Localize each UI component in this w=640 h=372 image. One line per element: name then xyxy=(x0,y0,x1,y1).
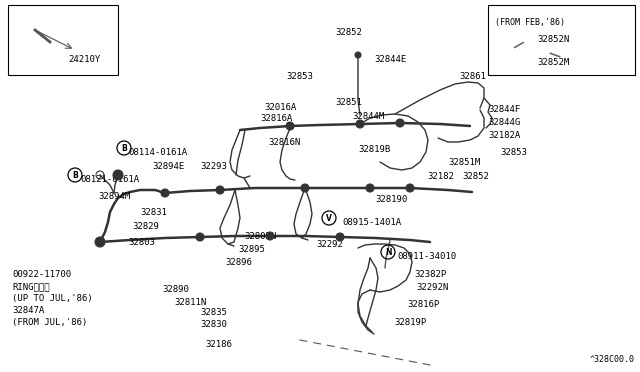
Text: 32016A: 32016A xyxy=(264,103,296,112)
Text: 32816N: 32816N xyxy=(268,138,300,147)
Text: 32844G: 32844G xyxy=(488,118,520,127)
Text: 32847A: 32847A xyxy=(12,306,44,315)
Text: 32851M: 32851M xyxy=(448,158,480,167)
Circle shape xyxy=(216,186,224,194)
Text: 32382P: 32382P xyxy=(414,270,446,279)
Text: 32853: 32853 xyxy=(286,72,313,81)
Text: 32835: 32835 xyxy=(200,308,227,317)
Text: 08915-1401A: 08915-1401A xyxy=(342,218,401,227)
Circle shape xyxy=(366,184,374,192)
Text: (UP TO JUL,'86): (UP TO JUL,'86) xyxy=(12,294,93,303)
Text: 32895: 32895 xyxy=(238,245,265,254)
Circle shape xyxy=(547,50,554,57)
Circle shape xyxy=(301,184,309,192)
Text: RINGリング: RINGリング xyxy=(12,282,50,291)
Circle shape xyxy=(196,233,204,241)
Text: 32844F: 32844F xyxy=(488,105,520,114)
Text: 08121-0161A: 08121-0161A xyxy=(80,175,139,184)
Text: 32186: 32186 xyxy=(205,340,232,349)
Text: 32819B: 32819B xyxy=(358,145,390,154)
Text: 32890: 32890 xyxy=(162,285,189,294)
Text: 32852: 32852 xyxy=(335,28,362,37)
Circle shape xyxy=(336,233,344,241)
Text: 32851: 32851 xyxy=(335,98,362,107)
Text: 32831: 32831 xyxy=(140,208,167,217)
Text: 32830: 32830 xyxy=(200,320,227,329)
Text: 32292: 32292 xyxy=(316,240,343,249)
Text: 328190: 328190 xyxy=(375,195,407,204)
Text: N: N xyxy=(385,248,391,257)
Circle shape xyxy=(113,170,123,180)
Text: (FROM FEB,'86): (FROM FEB,'86) xyxy=(495,18,565,27)
Text: 24210Y: 24210Y xyxy=(68,55,100,64)
Text: 32853: 32853 xyxy=(500,148,527,157)
Text: 32819P: 32819P xyxy=(394,318,426,327)
Circle shape xyxy=(286,122,294,130)
Circle shape xyxy=(95,237,105,247)
Text: 32182: 32182 xyxy=(427,172,454,181)
Text: 32852M: 32852M xyxy=(537,58,569,67)
Text: ^328C00.0: ^328C00.0 xyxy=(590,355,635,364)
Text: 32293: 32293 xyxy=(200,162,227,171)
Text: 32844E: 32844E xyxy=(374,55,406,64)
Text: 32182A: 32182A xyxy=(488,131,520,140)
Text: 00922-11700: 00922-11700 xyxy=(12,270,71,279)
Bar xyxy=(488,5,635,75)
Text: 32894M: 32894M xyxy=(98,192,131,201)
Text: B: B xyxy=(121,144,127,153)
Text: 32844M: 32844M xyxy=(352,112,384,121)
Circle shape xyxy=(161,189,169,197)
Circle shape xyxy=(396,119,404,127)
Text: 32861: 32861 xyxy=(459,72,486,81)
Circle shape xyxy=(512,44,518,50)
Text: 32805N: 32805N xyxy=(244,232,276,241)
Text: B: B xyxy=(72,171,78,180)
Text: 32803: 32803 xyxy=(128,238,155,247)
Text: 08114-0161A: 08114-0161A xyxy=(128,148,187,157)
Text: V: V xyxy=(326,214,332,223)
Text: 32811N: 32811N xyxy=(174,298,206,307)
Circle shape xyxy=(356,120,364,128)
Bar xyxy=(8,5,118,75)
Circle shape xyxy=(266,232,274,240)
Text: 32852N: 32852N xyxy=(537,35,569,44)
Text: 08911-34010: 08911-34010 xyxy=(397,252,456,261)
Text: (FROM JUL,'86): (FROM JUL,'86) xyxy=(12,318,87,327)
Text: 32896: 32896 xyxy=(225,258,252,267)
Text: 32829: 32829 xyxy=(132,222,159,231)
Text: 32292N: 32292N xyxy=(416,283,448,292)
Circle shape xyxy=(355,52,361,58)
Circle shape xyxy=(406,184,414,192)
Text: 32894E: 32894E xyxy=(152,162,184,171)
Text: 32852: 32852 xyxy=(462,172,489,181)
Text: 32816A: 32816A xyxy=(260,114,292,123)
Text: 32816P: 32816P xyxy=(407,300,439,309)
